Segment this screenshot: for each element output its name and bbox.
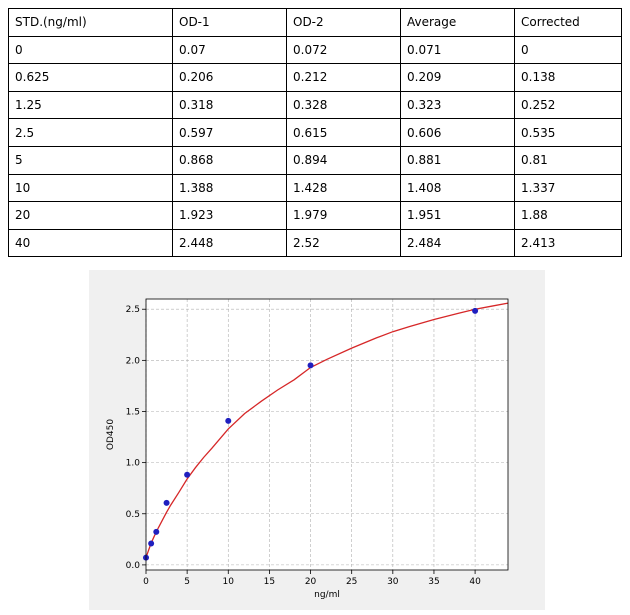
y-tick-label: 0.5 [126,510,140,520]
table-cell: 0.881 [400,145,515,175]
table-cell: 2.52 [286,228,401,258]
data-point [153,528,160,535]
table-row: 10 1.388 1.428 1.408 1.337 [8,173,622,203]
table-cell: 1.337 [514,173,622,203]
table-row: 0.625 0.206 0.212 0.209 0.138 [8,63,622,92]
y-tick-label: 0.0 [126,561,141,571]
y-tick-label: 2.0 [126,356,141,366]
table-cell: 0.894 [286,145,401,175]
table-cell: 1.388 [172,173,287,203]
chart-canvas: 0 5 10 15 20 25 30 35 40 0.0 0.5 1.0 1.5 2.0 2.5 ng/ml O… [106,298,509,600]
table-cell: 40 [8,228,173,258]
data-point [184,471,191,478]
table-cell: 1.923 [172,201,287,230]
table-cell: 0.535 [514,118,622,147]
table-cell: 1.408 [400,173,515,203]
table-row: 1.25 0.318 0.328 0.323 0.252 [8,90,622,120]
x-axis-label: ng/ml [314,590,340,600]
x-tick-label: 40 [469,577,481,587]
table-cell: 0.138 [514,63,622,92]
table-cell: 0.072 [286,35,401,65]
data-point [148,540,155,547]
table-cell: 0 [8,35,173,65]
table-row: 40 2.448 2.52 2.484 2.413 [8,228,622,258]
y-tick-label: 1.0 [126,459,141,469]
table-row: 2.5 0.597 0.615 0.606 0.535 [8,118,622,147]
x-tick-label: 5 [184,577,190,587]
x-tick-label: 0 [143,577,149,587]
y-tick-label: 2.5 [126,305,140,315]
table-header-cell: OD-2 [286,8,401,37]
table-row: 0 0.07 0.072 0.071 0 [8,35,622,65]
x-tick-label: 35 [428,577,439,587]
data-point [307,362,314,369]
table-header-cell: OD-1 [172,8,287,37]
table-cell: 0.252 [514,90,622,120]
y-axis-label: OD450 [106,419,116,450]
table-cell: 2.484 [400,228,515,258]
table-row: 20 1.923 1.979 1.951 1.88 [8,201,622,230]
table-cell: 0.868 [172,145,287,175]
data-point [163,499,170,506]
table-cell: 2.448 [172,228,287,258]
table-cell: 0.323 [400,90,515,120]
table-cell: 1.88 [514,201,622,230]
table-header-cell: Average [400,8,515,37]
plot-area [146,299,508,570]
y-tick-label: 1.5 [126,407,140,417]
table-header-row: STD.(ng/ml) OD-1 OD-2 Average Corrected [8,8,622,37]
data-point [225,417,232,424]
x-tick-label: 30 [387,577,399,587]
table-cell: 1.951 [400,201,515,230]
plot-frame [145,298,509,571]
table-cell: 0.071 [400,35,515,65]
table-header-cell: STD.(ng/ml) [8,8,173,37]
table-cell: 0.81 [514,145,622,175]
table-cell: 0.606 [400,118,515,147]
table-cell: 0.212 [286,63,401,92]
table-cell: 20 [8,201,173,230]
x-tick-label: 25 [346,577,357,587]
table-row: 5 0.868 0.894 0.881 0.81 [8,145,622,175]
standard-curve-table: STD.(ng/ml) OD-1 OD-2 Average Corrected 0 0.07… [8,8,622,258]
table-header-cell: Corrected [514,8,622,37]
x-tick-label: 10 [223,577,235,587]
table-cell: 1.25 [8,90,173,120]
table-cell: 0.318 [172,90,287,120]
table-cell: 2.413 [514,228,622,258]
table-cell: 0.206 [172,63,287,92]
table-cell: 10 [8,173,173,203]
x-tick-label: 15 [264,577,275,587]
table-cell: 0.625 [8,63,173,92]
table-cell: 0.07 [172,35,287,65]
table-cell: 0 [514,35,622,65]
table-cell: 0.615 [286,118,401,147]
table-cell: 1.979 [286,201,401,230]
x-tick-label: 20 [305,577,317,587]
table-cell: 1.428 [286,173,401,203]
table-cell: 0.209 [400,63,515,92]
data-point [472,307,479,314]
table-cell: 2.5 [8,118,173,147]
table-cell: 0.597 [172,118,287,147]
table-cell: 0.328 [286,90,401,120]
standard-curve-chart: 0 5 10 15 20 25 30 35 40 0.0 0.5 1.0 1.5 2.0 2.5 ng/ml O… [89,270,545,610]
table-cell: 5 [8,145,173,175]
